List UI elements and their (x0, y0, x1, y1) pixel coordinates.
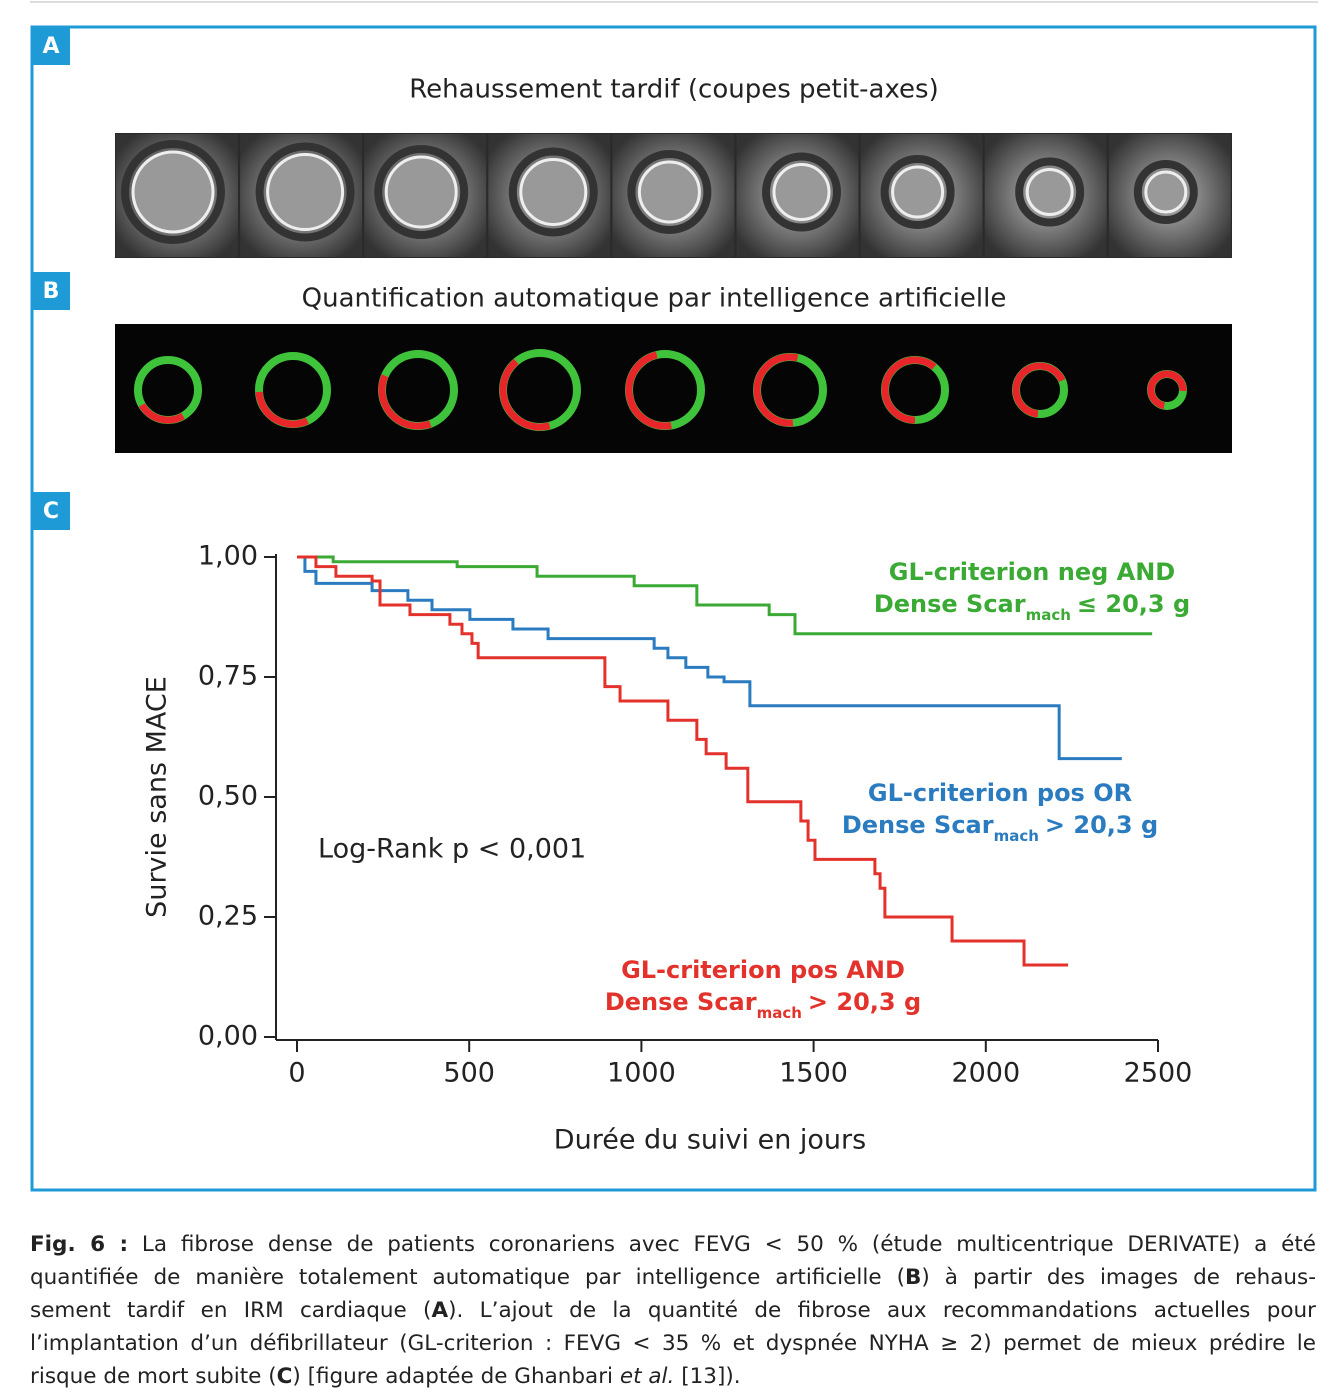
survival-curve (297, 555, 1153, 636)
mri-cavity (266, 153, 345, 231)
y-tick-label: 0,00 (198, 1021, 258, 1052)
legend-text: > 20,3 g (808, 988, 921, 1016)
legend-subscript: mach (994, 827, 1039, 845)
panel-title: Quantification automatique par intellige… (302, 284, 1007, 314)
mri-myocardium (1015, 157, 1085, 227)
figure: A Rehaussement tardif (coupes petit-axes… (30, 1, 1318, 1192)
panel-badge (32, 27, 70, 65)
seg-scar (625, 350, 705, 430)
mri-cavity (891, 165, 945, 219)
mri-myocardium (374, 145, 469, 239)
survival-curve (297, 555, 1122, 761)
legend-line: GL-criterion pos AND (621, 956, 905, 984)
segmentation-strip (115, 324, 1232, 453)
legend-text: > 20,3 g (1045, 811, 1158, 839)
panel-label: B (43, 279, 60, 304)
caption-line: l’implantation d’un défibrillateur (GL-c… (30, 1327, 1316, 1360)
caption-run: La fibrose dense de patients coronariens… (128, 1232, 1316, 1257)
mri-myocardium (880, 155, 955, 229)
y-tick-label: 0,75 (198, 661, 258, 692)
caption-line: Fig. 6 : La fibrose dense de patients co… (30, 1228, 1316, 1261)
caption-run: risque de mort subite ( (30, 1364, 277, 1389)
legend-text: Dense Scar (842, 811, 994, 839)
mri-myocardium (508, 147, 598, 237)
seg-scar (499, 349, 581, 431)
legend-line: Dense Scarmach ≤ 20,3 g (874, 590, 1190, 624)
mri-cavity (1025, 168, 1074, 216)
y-tick-label: 0,25 (198, 901, 258, 932)
caption-run: Fig. 6 : (30, 1232, 129, 1257)
legend-line: GL-criterion neg AND (889, 558, 1175, 586)
caption-run: ). L’ajout de la quantité de fibrose aux… (448, 1298, 1316, 1323)
seg-scar (378, 350, 458, 430)
mri-cavity (637, 160, 701, 224)
annotation: Log-Rank p < 0,001 (318, 834, 586, 865)
caption-run: sement tardif en IRM cardiaque ( (30, 1298, 432, 1323)
y-tick-label: 0,50 (198, 781, 258, 812)
caption: Fig. 6 : La fibrose dense de patients co… (30, 1228, 1316, 1393)
caption-run: l’implantation d’un défibrillateur (GL-c… (30, 1331, 1316, 1356)
caption-line: quantifiée de manière totalement automat… (30, 1261, 1316, 1294)
legend-line: GL-criterion pos OR (868, 779, 1132, 807)
seg-scar (1012, 362, 1068, 418)
mri-myocardium (627, 150, 712, 234)
caption-run: et al. (619, 1364, 675, 1389)
caption-line: sement tardif en IRM cardiaque (A). L’aj… (30, 1294, 1316, 1327)
legend-text: Dense Scar (605, 988, 757, 1016)
mri-cavity (772, 163, 831, 221)
legend-line: Dense Scarmach > 20,3 g (605, 988, 921, 1022)
caption-run: ) à partir des images de rehaus- (921, 1265, 1316, 1290)
caption-run: quantifiée de manière totalement automat… (30, 1265, 905, 1290)
x-tick-label: 2000 (951, 1058, 1020, 1089)
mri-myocardium (121, 140, 225, 244)
y-axis-label: Survie sans MACE (142, 676, 173, 918)
x-tick-label: 1000 (607, 1058, 676, 1089)
x-tick-label: 0 (288, 1058, 305, 1089)
panel-title: Rehaussement tardif (coupes petit-axes) (409, 75, 938, 105)
caption-line: risque de mort subite (C) [figure adapté… (30, 1360, 1316, 1393)
caption-run: B (904, 1265, 922, 1290)
mri-myocardium (255, 142, 355, 242)
seg-scar (881, 356, 949, 424)
survival-curve (297, 555, 1069, 967)
chart: 0,00 0,25 0,50 0,75 1,00 0 500 1000 1500 2000 2500… (142, 541, 1193, 1156)
legend-line: Dense Scarmach > 20,3 g (842, 811, 1158, 845)
panel-badge (32, 272, 70, 310)
seg-background (115, 324, 1232, 453)
x-axis-label: Durée du suivi en jours (554, 1125, 866, 1156)
panel-label: C (43, 499, 59, 524)
legend-text: Dense Scar (874, 590, 1026, 618)
panel-label: A (42, 34, 59, 59)
caption-run: C (276, 1364, 293, 1389)
seg-scar (255, 352, 331, 428)
mri-myocardium (1133, 160, 1198, 224)
mri-cavity (384, 155, 458, 229)
panel-badge (32, 492, 70, 530)
x-tick-label: 1500 (779, 1058, 848, 1089)
caption-run: A (431, 1298, 449, 1323)
caption-run: ) [figure adaptée de Ghanbari (292, 1364, 620, 1389)
mri-cavity (131, 150, 215, 234)
legend-subscript: mach (1026, 606, 1071, 624)
caption-run: [13]). (674, 1364, 741, 1389)
mri-cavity (519, 158, 588, 226)
x-tick-label: 2500 (1124, 1058, 1193, 1089)
frame (30, 25, 1317, 1192)
mri-myocardium (762, 152, 841, 232)
mri-cavity (1144, 170, 1188, 214)
seg-scar (134, 356, 202, 424)
mri-strip (115, 133, 1232, 258)
x-tick-label: 500 (443, 1058, 495, 1089)
legend-subscript: mach (757, 1004, 802, 1022)
y-tick-label: 1,00 (198, 541, 258, 572)
legend-text: ≤ 20,3 g (1077, 590, 1190, 618)
